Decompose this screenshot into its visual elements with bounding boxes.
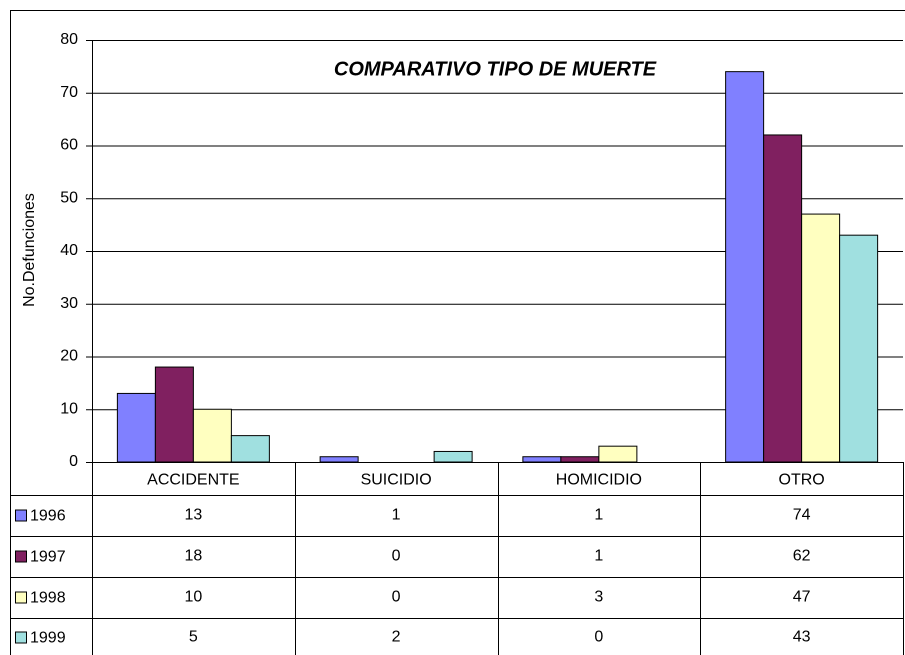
legend-swatch: [15, 509, 27, 522]
x-tick-label: ACCIDENTE: [147, 472, 239, 489]
table-value: 2: [392, 629, 401, 646]
table-value: 0: [594, 629, 603, 646]
table-value: 5: [189, 629, 198, 646]
y-tick-label: 60: [60, 137, 78, 154]
bar: [801, 213, 841, 463]
table-value: 0: [392, 548, 401, 565]
bar: [763, 134, 803, 463]
y-tick-label: 50: [60, 189, 78, 206]
table-value: 10: [184, 589, 202, 606]
legend-label: 1996: [30, 508, 66, 525]
x-tick-label: SUICIDIO: [361, 472, 432, 489]
legend-label: 1998: [30, 590, 66, 607]
legend-label: 1997: [30, 549, 66, 566]
y-tick-label: 0: [69, 453, 78, 470]
bar: [560, 456, 600, 463]
y-tick-label: 20: [60, 348, 78, 365]
legend-swatch: [15, 591, 27, 604]
table-value: 0: [392, 589, 401, 606]
y-tick-label: 70: [60, 84, 78, 101]
table-value: 13: [184, 507, 202, 524]
bar: [522, 456, 562, 463]
y-tick-label: 10: [60, 400, 78, 417]
table-value: 1: [594, 507, 603, 524]
bar: [116, 392, 156, 463]
y-tick-label: 40: [60, 242, 78, 259]
legend-swatch: [15, 550, 27, 563]
table-value: 62: [793, 548, 811, 565]
y-tick-label: 80: [60, 31, 78, 48]
legend-swatch: [15, 631, 27, 644]
table-value: 74: [793, 507, 811, 524]
bar: [839, 234, 879, 463]
table-value: 3: [594, 589, 603, 606]
bar: [725, 71, 765, 463]
x-tick-label: OTRO: [779, 472, 825, 489]
table-value: 47: [793, 589, 811, 606]
table-value: 18: [184, 548, 202, 565]
bar: [433, 450, 473, 463]
legend-label: 1999: [30, 630, 66, 647]
table-value: 43: [793, 629, 811, 646]
bar: [230, 435, 270, 463]
table-value: 1: [594, 548, 603, 565]
table-value: 1: [392, 507, 401, 524]
bar: [192, 408, 232, 463]
y-axis-label: No.Defunciones: [21, 193, 38, 307]
bar: [154, 366, 194, 463]
x-tick-label: HOMICIDIO: [556, 472, 642, 489]
y-tick-label: 30: [60, 295, 78, 312]
bar: [598, 445, 638, 463]
bar: [319, 456, 359, 463]
chart-title: COMPARATIVO TIPO DE MUERTE: [334, 58, 657, 80]
